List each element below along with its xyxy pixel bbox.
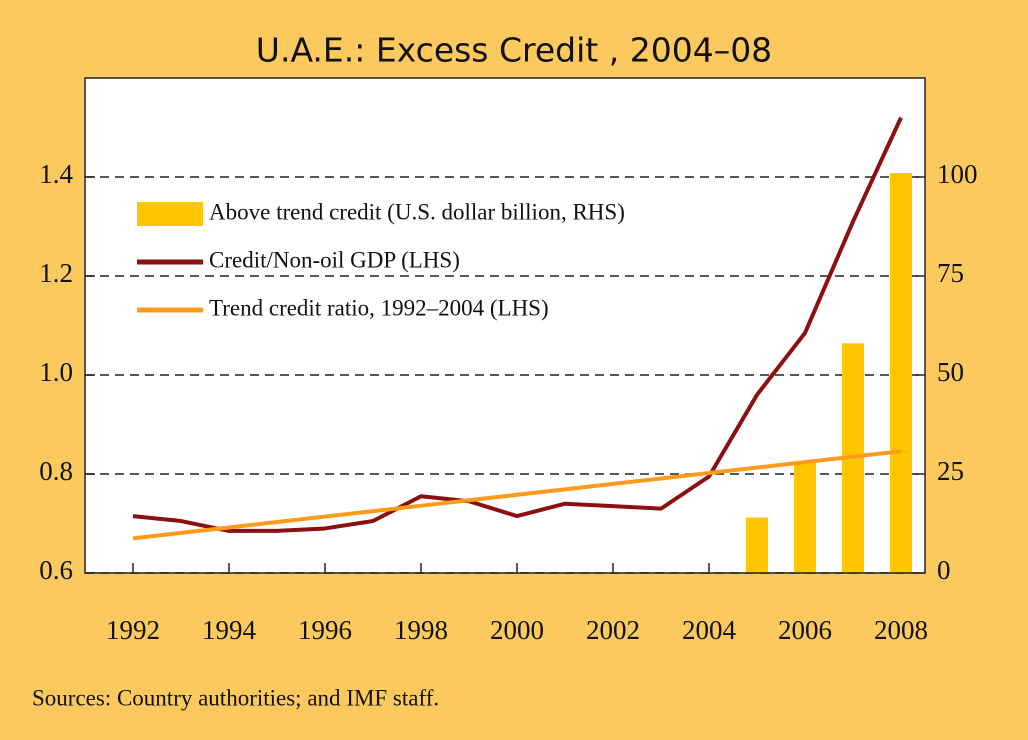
y2-tick-label: 25 [937, 456, 964, 486]
y-tick-label: 1.4 [39, 159, 73, 189]
legend-swatch [137, 202, 203, 226]
legend-label: Trend credit ratio, 1992–2004 (LHS) [209, 295, 549, 320]
y-tick-label: 1.2 [39, 258, 73, 288]
x-tick-label: 2008 [874, 615, 928, 645]
x-tick-label: 2006 [778, 615, 832, 645]
y2-tick-label: 50 [937, 357, 964, 387]
bar [890, 173, 912, 574]
x-tick-label: 1996 [298, 615, 352, 645]
y-tick-label: 1.0 [39, 357, 73, 387]
bar [794, 462, 816, 573]
legend-label: Credit/Non-oil GDP (LHS) [209, 247, 460, 272]
source-note: Sources: Country authorities; and IMF st… [32, 685, 439, 710]
chart-title: U.A.E.: Excess Credit , 2004–08 [256, 31, 772, 70]
x-tick-label: 2004 [682, 615, 737, 645]
x-tick-label: 2002 [586, 615, 640, 645]
x-tick-label: 1994 [202, 615, 257, 645]
x-tick-label: 1992 [106, 615, 160, 645]
line [132, 116, 903, 533]
bar [746, 517, 768, 573]
y-tick-label: 0.6 [39, 555, 73, 585]
y2-tick-label: 100 [937, 159, 978, 189]
x-tick-label: 2000 [490, 615, 544, 645]
y2-tick-label: 0 [937, 555, 951, 585]
plot-frame [84, 77, 926, 574]
legend-label: Above trend credit (U.S. dollar billion,… [209, 199, 625, 224]
plot-area [85, 78, 925, 573]
line [132, 449, 902, 541]
x-tick-label: 1998 [394, 615, 448, 645]
y2-tick-label: 75 [937, 258, 964, 288]
y-tick-label: 0.8 [39, 456, 73, 486]
